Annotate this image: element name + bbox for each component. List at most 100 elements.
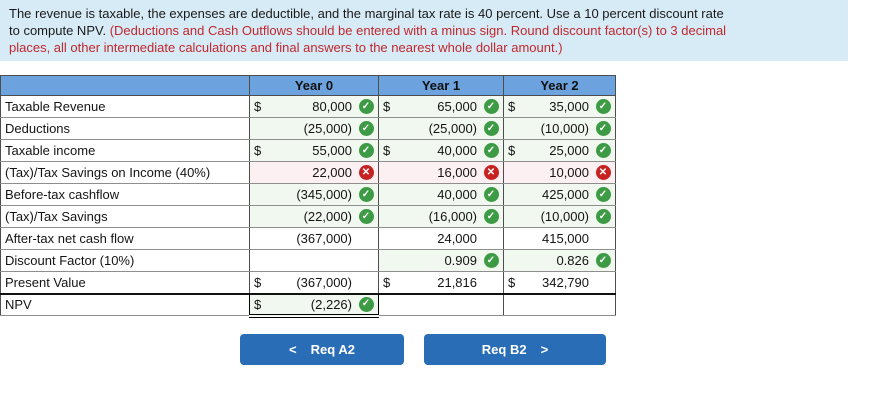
- row-label: Before-tax cashflow: [0, 183, 250, 206]
- status-icon-slot: ✓: [356, 296, 376, 312]
- status-icon-slot: ✓: [356, 99, 376, 114]
- cell-content: (25,000) ✓: [379, 118, 503, 139]
- instruction-line-2-black: to compute NPV.: [9, 23, 110, 38]
- status-icon-slot: ✓: [481, 121, 501, 136]
- value-cell[interactable]: 415,000: [503, 227, 616, 250]
- instruction-line-2: to compute NPV. (Deductions and Cash Out…: [9, 22, 839, 39]
- status-icon-slot: ✓: [481, 143, 501, 158]
- currency-symbol: $: [508, 274, 516, 290]
- cell-value: 425,000: [542, 187, 589, 202]
- value-cell[interactable]: $21,816: [378, 271, 504, 295]
- value-cell[interactable]: 22,000 ✕: [249, 161, 379, 184]
- cell-value: (16,000): [428, 209, 477, 224]
- corner-header-cell: [0, 75, 250, 96]
- value-cell[interactable]: 40,000 ✓: [378, 183, 504, 206]
- status-icon-slot: ✓: [593, 187, 613, 202]
- req-b2-button[interactable]: Req B2 >: [424, 334, 606, 365]
- status-icon-slot: ✕: [356, 165, 376, 180]
- cell-value: 40,000: [437, 187, 477, 202]
- cell-content: 40,000 ✓: [379, 184, 503, 205]
- correct-check-icon: ✓: [358, 187, 374, 202]
- row-label: Taxable Revenue: [0, 95, 250, 118]
- cell-content: 24,000: [379, 228, 503, 249]
- table-row: Taxable income $55,000 ✓ $40,000 ✓ $25,000 ✓: [0, 139, 616, 162]
- status-icon-slot: ✓: [593, 143, 613, 158]
- value-cell[interactable]: $40,000 ✓: [378, 139, 504, 162]
- cell-content: (367,000): [250, 228, 378, 249]
- value-cell[interactable]: (345,000) ✓: [249, 183, 379, 206]
- cell-value: 415,000: [542, 231, 589, 246]
- cell-content: $80,000 ✓: [250, 96, 378, 117]
- value-cell[interactable]: $80,000 ✓: [249, 95, 379, 118]
- status-icon-slot: ✓: [356, 143, 376, 158]
- cell-content: (345,000) ✓: [250, 184, 378, 205]
- cell-value: (25,000): [303, 121, 352, 136]
- correct-check-icon: ✓: [483, 253, 499, 268]
- status-icon-slot: ✕: [593, 165, 613, 180]
- correct-check-icon: ✓: [483, 187, 499, 202]
- cell-value: 80,000: [312, 99, 352, 114]
- currency-symbol: $: [254, 296, 262, 312]
- chevron-left-icon: <: [289, 342, 297, 357]
- column-header-year-1: Year 1: [378, 75, 504, 96]
- correct-check-icon: ✓: [358, 296, 374, 312]
- currency-symbol: $: [254, 274, 262, 290]
- cell-value: 24,000: [437, 231, 477, 246]
- currency-symbol: $: [508, 143, 516, 158]
- value-cell[interactable]: 0.826 ✓: [503, 249, 616, 272]
- cell-value: (10,000): [540, 209, 589, 224]
- correct-check-icon: ✓: [595, 143, 611, 158]
- req-a2-button[interactable]: < Req A2: [240, 334, 404, 365]
- row-label: Present Value: [0, 271, 250, 295]
- status-icon-slot: ✓: [481, 209, 501, 224]
- row-label: NPV: [0, 293, 250, 316]
- row-label: (Tax)/Tax Savings on Income (40%): [0, 161, 250, 184]
- npv-solution-table: Year 0 Year 1 Year 2 Taxable Revenue $80,…: [0, 75, 616, 318]
- value-cell[interactable]: $65,000 ✓: [378, 95, 504, 118]
- cell-value: (22,000): [303, 209, 352, 224]
- value-cell[interactable]: $ (367,000): [249, 271, 379, 295]
- value-cell[interactable]: (16,000) ✓: [378, 205, 504, 228]
- incorrect-x-icon: ✕: [483, 165, 499, 180]
- cell-content: (10,000) ✓: [504, 206, 615, 227]
- cell-content: $65,000 ✓: [379, 96, 503, 117]
- status-icon-slot: ✓: [481, 99, 501, 114]
- value-cell: [503, 293, 616, 316]
- value-cell[interactable]: (367,000): [249, 227, 379, 250]
- cell-value: 10,000: [549, 165, 589, 180]
- status-icon-slot: ✓: [481, 253, 501, 268]
- value-cell[interactable]: $ (2,226) ✓: [249, 293, 379, 318]
- value-cell[interactable]: 425,000 ✓: [503, 183, 616, 206]
- correct-check-icon: ✓: [483, 99, 499, 114]
- row-label: (Tax)/Tax Savings: [0, 205, 250, 228]
- value-cell[interactable]: $35,000 ✓: [503, 95, 616, 118]
- value-cell[interactable]: $342,790: [503, 271, 616, 295]
- status-icon-slot: ✓: [593, 121, 613, 136]
- cell-value: 16,000: [437, 165, 477, 180]
- cell-content: [250, 250, 378, 271]
- value-cell[interactable]: (25,000) ✓: [249, 117, 379, 140]
- correct-check-icon: ✓: [358, 209, 374, 224]
- value-cell[interactable]: 10,000 ✕: [503, 161, 616, 184]
- cell-content: 415,000: [504, 228, 615, 249]
- table-row: Deductions (25,000) ✓ (25,000) ✓ (10,000) ✓: [0, 117, 616, 140]
- value-cell[interactable]: 16,000 ✕: [378, 161, 504, 184]
- value-cell[interactable]: $55,000 ✓: [249, 139, 379, 162]
- value-cell[interactable]: (22,000) ✓: [249, 205, 379, 228]
- status-icon-slot: ✕: [481, 165, 501, 180]
- table-row: After-tax net cash flow (367,000) 24,000 41…: [0, 227, 616, 250]
- value-cell[interactable]: 0.909 ✓: [378, 249, 504, 272]
- correct-check-icon: ✓: [595, 253, 611, 268]
- value-cell[interactable]: (10,000) ✓: [503, 205, 616, 228]
- value-cell[interactable]: (25,000) ✓: [378, 117, 504, 140]
- value-cell[interactable]: 24,000: [378, 227, 504, 250]
- status-icon-slot: ✓: [593, 99, 613, 114]
- currency-symbol: $: [383, 99, 391, 114]
- cell-content: $55,000 ✓: [250, 140, 378, 161]
- cell-value: (345,000): [296, 187, 352, 202]
- table-row: Before-tax cashflow (345,000) ✓ 40,000 ✓ 425,…: [0, 183, 616, 206]
- status-icon-slot: ✓: [593, 253, 613, 268]
- req-a2-button-label: Req A2: [310, 342, 355, 357]
- value-cell[interactable]: $25,000 ✓: [503, 139, 616, 162]
- value-cell[interactable]: (10,000) ✓: [503, 117, 616, 140]
